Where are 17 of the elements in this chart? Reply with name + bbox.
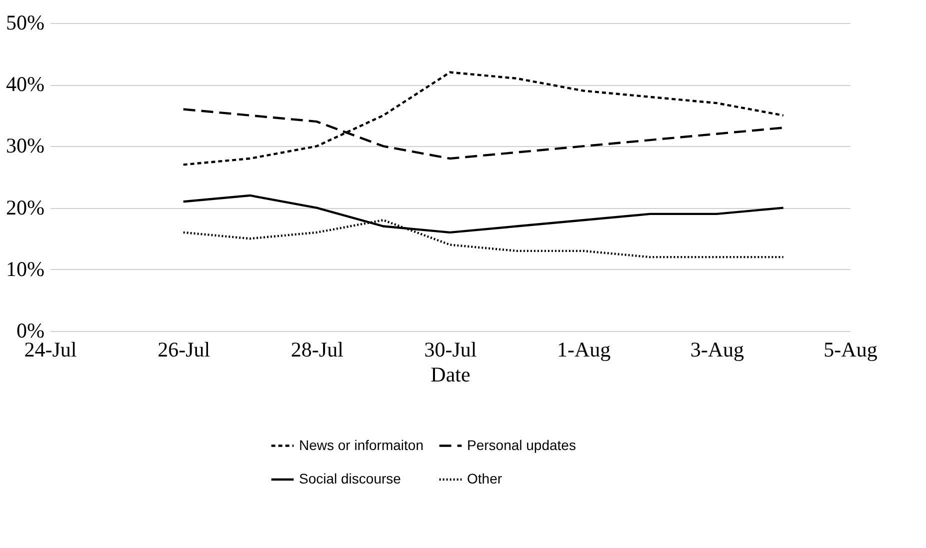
- y-tick-label: 30%: [6, 134, 44, 158]
- y-tick-label: 40%: [6, 72, 44, 96]
- line-series: [182, 71, 784, 166]
- legend-label: Other: [467, 470, 502, 486]
- y-tick-label: 10%: [6, 256, 44, 281]
- x-tick-label: 3-Aug: [690, 338, 744, 362]
- y-tick-label: 50%: [6, 10, 44, 34]
- x-tick-label: 28-Jul: [290, 338, 344, 362]
- x-tick-label: 30-Jul: [424, 338, 477, 362]
- legend-label: Social discourse: [299, 470, 402, 486]
- x-axis-title: Date: [430, 362, 470, 386]
- x-tick-label: 26-Jul: [158, 338, 210, 362]
- x-tick-label: 5-Aug: [824, 338, 878, 362]
- legend-label: News or informaiton: [299, 436, 424, 453]
- y-tick-label: 20%: [6, 195, 44, 220]
- x-tick-label: 1-Aug: [556, 338, 612, 362]
- legend-label: Personal updates: [467, 436, 576, 453]
